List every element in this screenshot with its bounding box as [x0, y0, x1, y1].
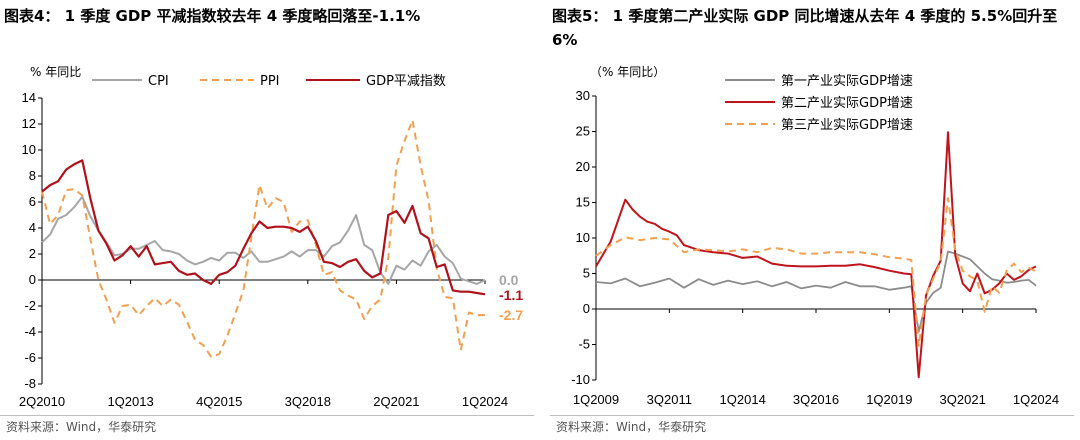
right-series-line-2	[595, 131, 1037, 379]
left-series-line-2	[41, 119, 485, 358]
left-series-line-3	[41, 159, 486, 296]
right-unit-label: （% 年同比）	[590, 65, 665, 79]
right-legend-label-2: 第二产业实际GDP增速	[781, 96, 913, 111]
left-y-tick-label: 2	[29, 246, 36, 261]
right-y-tick-label: 15	[576, 195, 590, 210]
left-y-tick-label: 12	[22, 116, 36, 131]
left-y-tick-label: 8	[29, 168, 36, 183]
left-y-tick-label: -8	[24, 376, 36, 391]
left-unit-label: % 年同比	[30, 65, 81, 79]
left-end-value-label: 0.0	[499, 272, 519, 288]
left-legend-label-3: GDP平减指数	[366, 74, 446, 89]
left-y-tick-label: 4	[29, 220, 36, 235]
right-x-tick-label: 1Q2014	[720, 392, 766, 407]
right-y-tick-label: -5	[578, 337, 590, 352]
left-y-tick-label: 6	[29, 194, 36, 209]
right-x-tick-label: 3Q2021	[940, 392, 986, 407]
left-source-divider	[0, 415, 534, 416]
left-x-tick-label: 3Q2018	[285, 394, 331, 409]
left-x-tick-label: 2Q2021	[373, 394, 419, 409]
right-y-tick-label: 0	[583, 301, 590, 316]
right-legend-label-3: 第三产业实际GDP增速	[781, 118, 913, 133]
left-source-note: 资料来源：Wind，华泰研究	[6, 420, 157, 434]
right-figure-title: 图表5： 1 季度第二产业实际 GDP 同比增速从去年 4 季度的 5.5%回升…	[552, 7, 1058, 49]
right-series-line-1	[595, 250, 1037, 333]
right-y-tick-label: 30	[576, 88, 590, 103]
left-series-line-1	[41, 195, 486, 285]
left-y-tick-label: 10	[22, 142, 36, 157]
right-y-tick-label: -10	[571, 372, 590, 387]
right-y-tick-label: 20	[576, 159, 590, 174]
right-x-tick-label: 1Q2009	[573, 392, 619, 407]
right-x-tick-label: 1Q2024	[1013, 392, 1059, 407]
left-figure-title: 图表4： 1 季度 GDP 平减指数较去年 4 季度略回落至-1.1%	[4, 7, 421, 25]
right-x-tick-label: 3Q2016	[793, 392, 839, 407]
right-chart: -10 -5 0 5 10 15 20 25 30 1Q2009 3Q2011 1Q2014 3Q201…	[571, 65, 1059, 407]
right-series-line-3	[595, 197, 1037, 347]
left-chart: -8 -6 -4 -2 0 2 4 6 8 10 12 14 2Q2010 1Q2013 4Q2015 3Q2…	[19, 65, 523, 409]
right-legend-label-1: 第一产业实际GDP增速	[781, 74, 913, 89]
right-y-tick-label: 10	[576, 230, 590, 245]
right-x-tick-label: 3Q2011	[647, 392, 692, 407]
left-y-tick-label: 0	[29, 272, 36, 287]
left-y-tick-label: -6	[24, 350, 36, 365]
right-source-note: 资料来源：Wind，华泰研究	[556, 420, 707, 434]
left-y-tick-label: 14	[22, 90, 36, 105]
right-x-tick-label: 1Q2019	[866, 392, 912, 407]
left-x-tick-label: 2Q2010	[19, 394, 65, 409]
left-y-tick-label: -4	[24, 324, 36, 339]
left-x-tick-label: 1Q2013	[107, 394, 153, 409]
left-legend-label-2: PPI	[260, 74, 280, 89]
right-source-divider	[550, 415, 1074, 416]
left-x-tick-label: 1Q2024	[462, 394, 508, 409]
left-y-tick-label: -2	[24, 298, 36, 313]
right-y-tick-label: 5	[583, 266, 590, 281]
left-legend-label-1: CPI	[148, 74, 169, 89]
left-end-value-label: -2.7	[499, 307, 523, 323]
left-figure-panel: 图表4： 1 季度 GDP 平减指数较去年 4 季度略回落至-1.1% -8 -6…	[0, 7, 534, 434]
right-figure-panel: 图表5： 1 季度第二产业实际 GDP 同比增速从去年 4 季度的 5.5%回升…	[550, 0, 1080, 440]
left-x-tick-label: 4Q2015	[196, 394, 242, 409]
right-y-tick-label: 25	[576, 124, 590, 139]
left-end-value-label: -1.1	[499, 287, 523, 303]
